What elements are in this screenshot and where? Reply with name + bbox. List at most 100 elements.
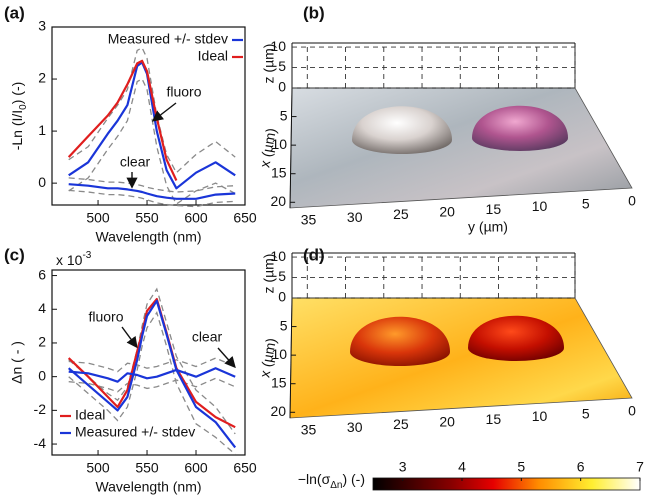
axis-line <box>289 87 293 209</box>
x-axis-label: Wavelength (nm) <box>95 479 201 495</box>
axis-line <box>289 297 293 419</box>
annotation: fluoro <box>166 84 201 100</box>
dome-render <box>468 315 564 361</box>
colorbar-tick-label: 4 <box>458 459 466 475</box>
surface-render <box>289 297 633 419</box>
stdev-line <box>68 377 236 393</box>
y-tick-label: 2 <box>38 334 46 350</box>
panel-label: (c) <box>4 245 25 264</box>
x-tick-label: 650 <box>233 460 257 476</box>
colorbar-label-part: Δn <box>330 480 342 491</box>
legend-label: Measured +/- stdev <box>108 31 228 47</box>
x-axis-label: x (µm) <box>256 337 279 379</box>
stdev-line <box>68 46 236 174</box>
y-tick-label: 6 <box>38 266 46 282</box>
y-tick-label: 0 <box>38 174 46 190</box>
colorbar-label: −ln(σΔn) (-) <box>298 471 365 491</box>
y-tick-label: 4 <box>38 300 46 316</box>
plot-frame <box>51 26 246 206</box>
y-tick-label: 15 <box>486 201 502 217</box>
y-tick-label: 35 <box>301 212 317 228</box>
y-axis-label: Δn ( - ) <box>9 341 25 384</box>
x-tick-label: 5 <box>280 107 288 123</box>
y-tick-label: 10 <box>532 408 548 424</box>
colorbar-label-part: −ln(σ <box>298 471 331 487</box>
z-axis-label: z (µm) <box>261 254 277 294</box>
legend-label: Ideal <box>198 48 228 64</box>
axis-multiplier-part: -3 <box>82 250 91 261</box>
z-tick-label: 0 <box>278 289 286 305</box>
series-line <box>68 367 236 383</box>
y-tick-label: 30 <box>347 419 363 435</box>
annotation: fluoro <box>88 309 123 325</box>
colorbar <box>372 477 641 491</box>
stdev-line <box>68 287 236 435</box>
y-tick-label: 20 <box>439 414 455 430</box>
x-tick-label: 550 <box>135 210 159 226</box>
annotation-arrow <box>151 102 177 122</box>
y-tick-label: 25 <box>393 206 409 222</box>
x-tick-label: 10 <box>271 136 287 152</box>
z-tick-label: 5 <box>278 268 286 284</box>
y-tick-label: 25 <box>393 416 409 432</box>
series-line <box>67 299 237 449</box>
y-tick-label: -2 <box>34 401 47 417</box>
x-axis-label: Wavelength (nm) <box>95 229 201 245</box>
y-tick-label: 5 <box>582 405 590 421</box>
y-tick-label: 0 <box>38 367 46 383</box>
y-tick-label: 10 <box>532 198 548 214</box>
dome-render <box>350 316 450 366</box>
x-tick-label: 15 <box>271 164 287 180</box>
x-tick-label: 500 <box>86 210 110 226</box>
dome-layer <box>350 105 568 366</box>
panel-label: (b) <box>303 3 325 22</box>
y-tick-label: 20 <box>439 204 455 220</box>
x-tick-label: 10 <box>271 346 287 362</box>
x-tick-label: 5 <box>280 317 288 333</box>
colorbar-tick-label: 6 <box>577 459 585 475</box>
x-tick-label: 20 <box>271 403 287 419</box>
y-axis-label-part: ) (-) <box>9 82 25 105</box>
y-tick-label: 15 <box>486 411 502 427</box>
stdev-line <box>68 78 236 205</box>
y-tick-label: 2 <box>38 70 46 86</box>
panel-label: (a) <box>4 3 25 22</box>
y-axis-label-part: 0 <box>18 104 29 110</box>
x-axis-label: x (µm) <box>256 127 279 169</box>
surface-layer <box>289 42 633 419</box>
legend-label: Ideal <box>75 407 105 423</box>
annotation-arrow <box>217 347 236 369</box>
annotation: clear <box>192 329 223 345</box>
x-tick-label: 15 <box>271 374 287 390</box>
colorbar-tick-label: 7 <box>636 459 644 475</box>
z-tick-label: 10 <box>270 248 286 264</box>
y-tick-label: 35 <box>301 422 317 438</box>
x-tick-label: 650 <box>233 210 257 226</box>
x-tick-label: 20 <box>271 193 287 209</box>
z-tick-label: 5 <box>278 58 286 74</box>
dome-render <box>472 105 568 151</box>
y-axis-label: -Ln (I/I0) (-) <box>9 82 29 151</box>
z-tick-label: 0 <box>278 79 286 95</box>
plot-frame <box>51 269 246 456</box>
stdev-line <box>68 311 236 455</box>
y-axis-label-part: -Ln (I/I <box>9 110 25 150</box>
y-tick-label: 3 <box>38 18 46 34</box>
y-tick-label: 30 <box>347 209 363 225</box>
surface-render <box>289 87 633 209</box>
y-tick-label: 0 <box>628 193 636 209</box>
series-line <box>67 59 178 181</box>
panel-label: (d) <box>303 245 325 264</box>
y-tick-label: 5 <box>582 195 590 211</box>
stdev-line <box>68 189 236 208</box>
colorbar-tick-label: 5 <box>517 459 525 475</box>
dome-render <box>352 106 452 154</box>
axis-multiplier-part: x 10 <box>56 252 83 268</box>
series-line <box>68 183 236 200</box>
annotation-arrow <box>121 326 138 349</box>
x-tick-label: 600 <box>184 210 208 226</box>
x-tick-label: 600 <box>184 460 208 476</box>
